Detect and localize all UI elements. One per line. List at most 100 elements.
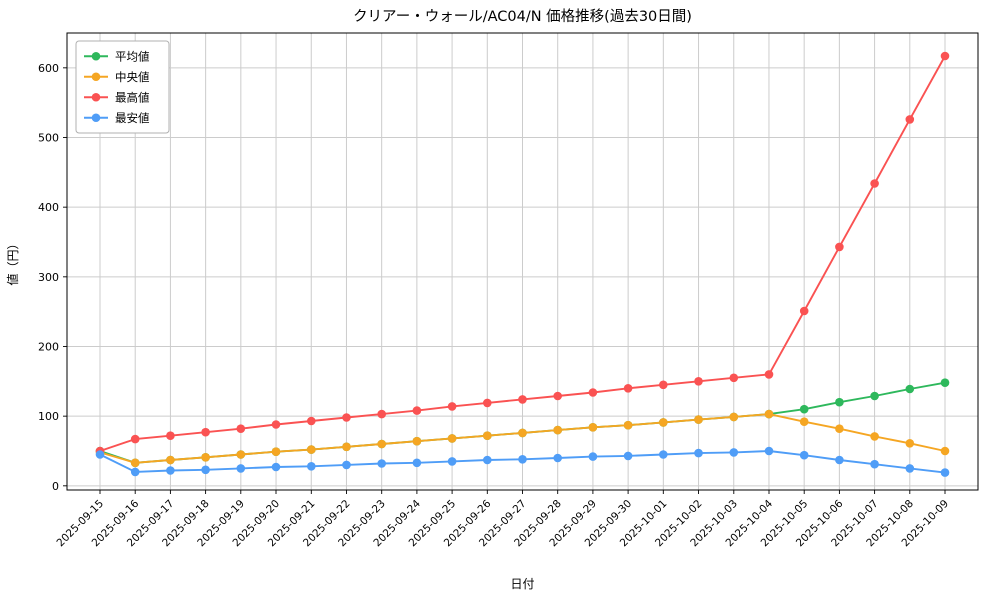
series-3	[95, 446, 950, 477]
data-point-marker	[95, 450, 105, 459]
data-point-marker	[236, 450, 246, 459]
data-point-marker	[342, 413, 351, 422]
data-point-marker	[412, 406, 422, 415]
legend-item: 最高値	[84, 90, 150, 104]
data-point-marker	[623, 420, 633, 430]
y-tick-label: 100	[38, 410, 59, 423]
data-point-marker	[588, 452, 598, 461]
y-axis-label: 値（円）	[5, 237, 20, 285]
data-point-marker	[764, 370, 774, 379]
data-point-marker	[166, 455, 175, 465]
data-point-marker	[694, 448, 703, 458]
data-point-marker	[799, 306, 809, 316]
legend-label: 最安値	[115, 111, 150, 125]
data-point-marker	[518, 428, 527, 438]
data-point-marker	[764, 409, 774, 419]
legend-item: 平均値	[84, 49, 150, 63]
data-point-marker	[307, 416, 316, 426]
data-point-marker	[835, 455, 844, 465]
data-point-marker	[870, 179, 879, 188]
legend-label: 最高値	[115, 90, 150, 104]
data-point-marker	[342, 460, 351, 470]
data-point-marker	[870, 432, 879, 441]
data-point-marker	[412, 458, 422, 468]
data-point-marker	[905, 115, 915, 124]
data-point-marker	[483, 455, 492, 465]
data-point-marker	[377, 409, 387, 419]
data-point-marker	[659, 450, 668, 459]
data-point-marker	[483, 431, 492, 441]
data-point-marker	[659, 380, 668, 390]
data-point-marker	[553, 425, 562, 435]
legend-marker	[91, 51, 101, 61]
data-point-marker	[940, 51, 950, 61]
data-point-marker	[518, 455, 527, 464]
data-point-marker	[799, 450, 809, 460]
data-point-marker	[447, 434, 457, 443]
data-point-marker	[870, 459, 879, 469]
data-point-marker	[377, 459, 387, 468]
data-point-marker	[342, 442, 351, 452]
y-tick-label: 600	[38, 62, 59, 75]
legend-item: 最安値	[84, 111, 150, 125]
data-point-marker	[835, 242, 844, 252]
y-tick-label: 400	[38, 201, 59, 214]
data-point-marker	[659, 418, 668, 427]
data-point-marker	[623, 451, 633, 461]
data-point-marker	[201, 427, 210, 437]
y-tick-label: 300	[38, 271, 59, 284]
legend-label: 平均値	[115, 49, 150, 63]
data-point-marker	[905, 464, 915, 473]
data-point-marker	[729, 373, 739, 383]
data-point-marker	[307, 462, 316, 471]
series-2	[95, 51, 950, 456]
data-point-marker	[130, 458, 140, 468]
data-point-marker	[130, 434, 140, 444]
data-point-marker	[870, 391, 879, 401]
data-point-marker	[764, 446, 774, 456]
data-point-marker	[588, 388, 598, 397]
data-point-marker	[694, 415, 703, 424]
data-point-marker	[729, 448, 739, 457]
data-point-marker	[447, 402, 457, 411]
legend-marker	[91, 92, 101, 102]
data-point-marker	[940, 468, 950, 477]
legend-item: 中央値	[84, 70, 150, 84]
legend-box	[75, 40, 170, 134]
legend-marker	[91, 72, 101, 82]
y-tick-label: 500	[38, 132, 59, 145]
chart-title: クリアー・ウォール/AC04/N 価格推移(過去30日間)	[353, 8, 692, 25]
y-tick-label: 200	[38, 341, 59, 354]
data-point-marker	[307, 445, 316, 454]
legend-marker	[91, 113, 101, 123]
data-point-marker	[271, 447, 281, 457]
legend-label: 中央値	[115, 70, 150, 84]
series-1	[95, 409, 950, 468]
data-point-marker	[835, 397, 844, 407]
data-point-marker	[166, 466, 175, 475]
data-point-marker	[236, 424, 246, 434]
data-point-marker	[447, 457, 457, 466]
data-point-marker	[799, 417, 809, 427]
data-point-marker	[553, 391, 562, 401]
data-point-marker	[412, 436, 422, 446]
data-point-marker	[201, 465, 210, 475]
data-point-marker	[201, 453, 210, 462]
data-point-marker	[835, 424, 844, 434]
data-point-marker	[166, 431, 175, 441]
data-point-marker	[377, 439, 387, 449]
data-point-marker	[130, 467, 140, 477]
data-point-marker	[729, 412, 739, 422]
data-point-marker	[799, 404, 809, 414]
y-axis: 0 100 200 300 400 500 600	[38, 62, 67, 493]
x-axis-label: 日付	[510, 577, 534, 591]
data-point-marker	[623, 384, 633, 393]
data-point-marker	[694, 377, 703, 386]
data-point-marker	[236, 464, 246, 473]
data-point-marker	[518, 395, 527, 404]
data-point-marker	[271, 462, 281, 472]
data-point-marker	[588, 423, 598, 432]
